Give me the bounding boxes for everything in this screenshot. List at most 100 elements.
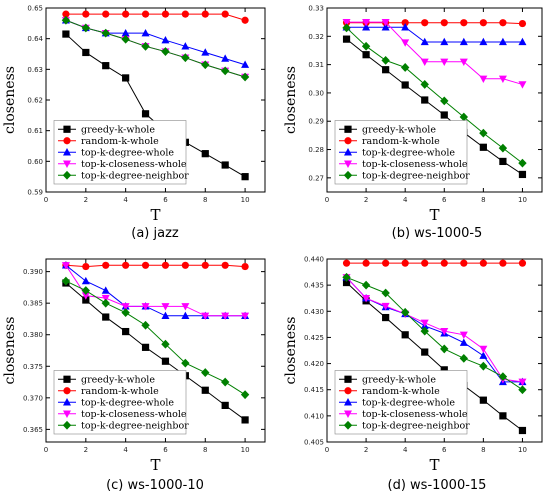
legend-marker (63, 410, 71, 418)
data-point-top-k-closeness-whole (81, 292, 90, 300)
data-point-top-k-degree-neighbor (440, 96, 449, 106)
data-point-top-k-closeness-whole (479, 75, 488, 83)
data-point-top-k-degree-neighbor (479, 361, 488, 371)
y-tick-label: 0.375 (23, 363, 43, 371)
data-point-top-k-degree-neighbor (400, 307, 410, 317)
y-tick-label: 0.64 (27, 35, 43, 43)
y-axis-label: closeness (2, 66, 18, 134)
data-point-random-k-whole (102, 261, 110, 269)
data-point-greedy-k-whole (82, 48, 90, 57)
x-axis-label: T (429, 206, 439, 224)
data-point-greedy-k-whole (221, 161, 229, 169)
x-tick-label: 10 (241, 196, 250, 204)
legend-marker (62, 420, 72, 430)
y-tick-label: 0.60 (27, 158, 43, 166)
data-point-greedy-k-whole (440, 366, 448, 374)
series-line-top-k-closeness-whole (346, 276, 523, 383)
data-point-greedy-k-whole (122, 327, 130, 336)
data-point-random-k-whole (221, 10, 229, 18)
data-point-top-k-degree-whole (141, 28, 150, 37)
legend-marker (63, 375, 71, 383)
data-point-top-k-degree-neighbor (498, 372, 508, 382)
series-line-random-k-whole (346, 22, 523, 25)
data-point-top-k-closeness-whole (420, 58, 429, 66)
data-point-top-k-degree-neighbor (61, 276, 71, 286)
data-point-top-k-degree-neighbor (381, 288, 390, 298)
data-point-top-k-closeness-whole (221, 312, 230, 320)
data-point-top-k-closeness-whole (362, 295, 371, 303)
legend: greedy-k-wholerandom-k-wholetop-k-degree… (334, 120, 470, 185)
data-point-top-k-degree-neighbor (361, 41, 371, 51)
legend: greedy-k-wholerandom-k-wholetop-k-degree… (53, 120, 189, 185)
data-point-top-k-degree-neighbor (440, 344, 449, 354)
data-point-top-k-closeness-whole (401, 39, 410, 47)
data-point-top-k-degree-neighbor (201, 368, 210, 377)
data-point-top-k-degree-neighbor (459, 353, 469, 363)
x-tick-label: 8 (203, 446, 207, 454)
data-point-random-k-whole (201, 10, 209, 18)
data-point-top-k-closeness-whole (518, 81, 527, 89)
data-point-top-k-degree-neighbor (141, 320, 150, 330)
data-point-greedy-k-whole (518, 426, 527, 435)
x-tick-label: 10 (518, 446, 527, 454)
data-point-top-k-degree-neighbor (420, 326, 429, 336)
y-tick-label: 0.30 (308, 89, 324, 97)
legend-label: top-k-degree-neighbor (81, 171, 189, 182)
legend-marker (63, 125, 71, 133)
data-point-top-k-closeness-whole (61, 262, 70, 270)
data-point-greedy-k-whole (141, 110, 150, 118)
data-point-top-k-degree-neighbor (181, 53, 190, 63)
data-point-top-k-degree-neighbor (81, 23, 91, 33)
data-point-top-k-degree-neighbor (479, 128, 488, 138)
data-point-top-k-degree-whole (459, 37, 468, 46)
y-tick-label: 0.59 (27, 189, 43, 197)
x-tick-label: 8 (481, 196, 485, 204)
y-tick-label: 0.405 (304, 439, 324, 447)
data-point-random-k-whole (122, 10, 130, 18)
series-line-top-k-degree-whole (346, 26, 523, 43)
series-line-top-k-degree-whole (65, 264, 246, 317)
y-tick-label: 0.385 (23, 300, 43, 308)
data-point-top-k-closeness-whole (362, 18, 371, 27)
data-point-greedy-k-whole (518, 170, 527, 179)
chart-panel-1: 0 2 4 6 8 10 0.59 0.60 0.61 0.62 0.63 0.64 0.65 Tclos… (2, 5, 266, 241)
series-line-random-k-whole (65, 264, 246, 268)
y-tick-label: 0.370 (23, 394, 43, 402)
data-point-random-k-whole (102, 10, 110, 18)
data-point-random-k-whole (401, 19, 409, 27)
legend-label: top-k-closeness-whole (81, 409, 187, 420)
data-point-top-k-degree-neighbor (240, 72, 250, 82)
y-tick-label: 0.29 (308, 118, 324, 126)
data-point-greedy-k-whole (499, 157, 507, 166)
x-tick-label: 2 (84, 446, 88, 454)
legend-marker (63, 387, 71, 395)
data-point-top-k-degree-neighbor (61, 15, 71, 25)
x-tick-label: 10 (241, 446, 250, 454)
data-point-top-k-closeness-whole (241, 312, 250, 320)
data-point-top-k-degree-whole (221, 54, 230, 62)
legend-label: top-k-degree-whole (81, 148, 174, 159)
data-point-top-k-closeness-whole (161, 303, 170, 311)
data-point-top-k-degree-neighbor (220, 66, 230, 76)
data-point-top-k-degree-neighbor (240, 390, 250, 400)
plot-frame (326, 7, 543, 193)
legend-label: top-k-degree-neighbor (362, 171, 470, 182)
legend-label: top-k-closeness-whole (81, 159, 187, 170)
x-tick-label: 10 (518, 196, 527, 204)
y-tick-label: 0.380 (23, 331, 43, 339)
legend-label: top-k-degree-whole (362, 398, 455, 409)
y-tick-label: 0.440 (304, 256, 324, 264)
data-point-greedy-k-whole (382, 313, 390, 322)
data-point-greedy-k-whole (161, 357, 170, 365)
data-point-greedy-k-whole (362, 51, 370, 59)
legend-marker (343, 170, 353, 180)
data-point-top-k-degree-whole (381, 23, 390, 31)
x-tick-label: 0 (325, 446, 329, 454)
series-line-top-k-degree-whole (346, 276, 523, 383)
data-point-random-k-whole (499, 19, 507, 27)
legend-label: random-k-whole (362, 136, 440, 147)
legend-label: top-k-degree-whole (81, 398, 174, 409)
data-point-greedy-k-whole (241, 416, 249, 424)
data-point-top-k-degree-whole (161, 36, 170, 44)
